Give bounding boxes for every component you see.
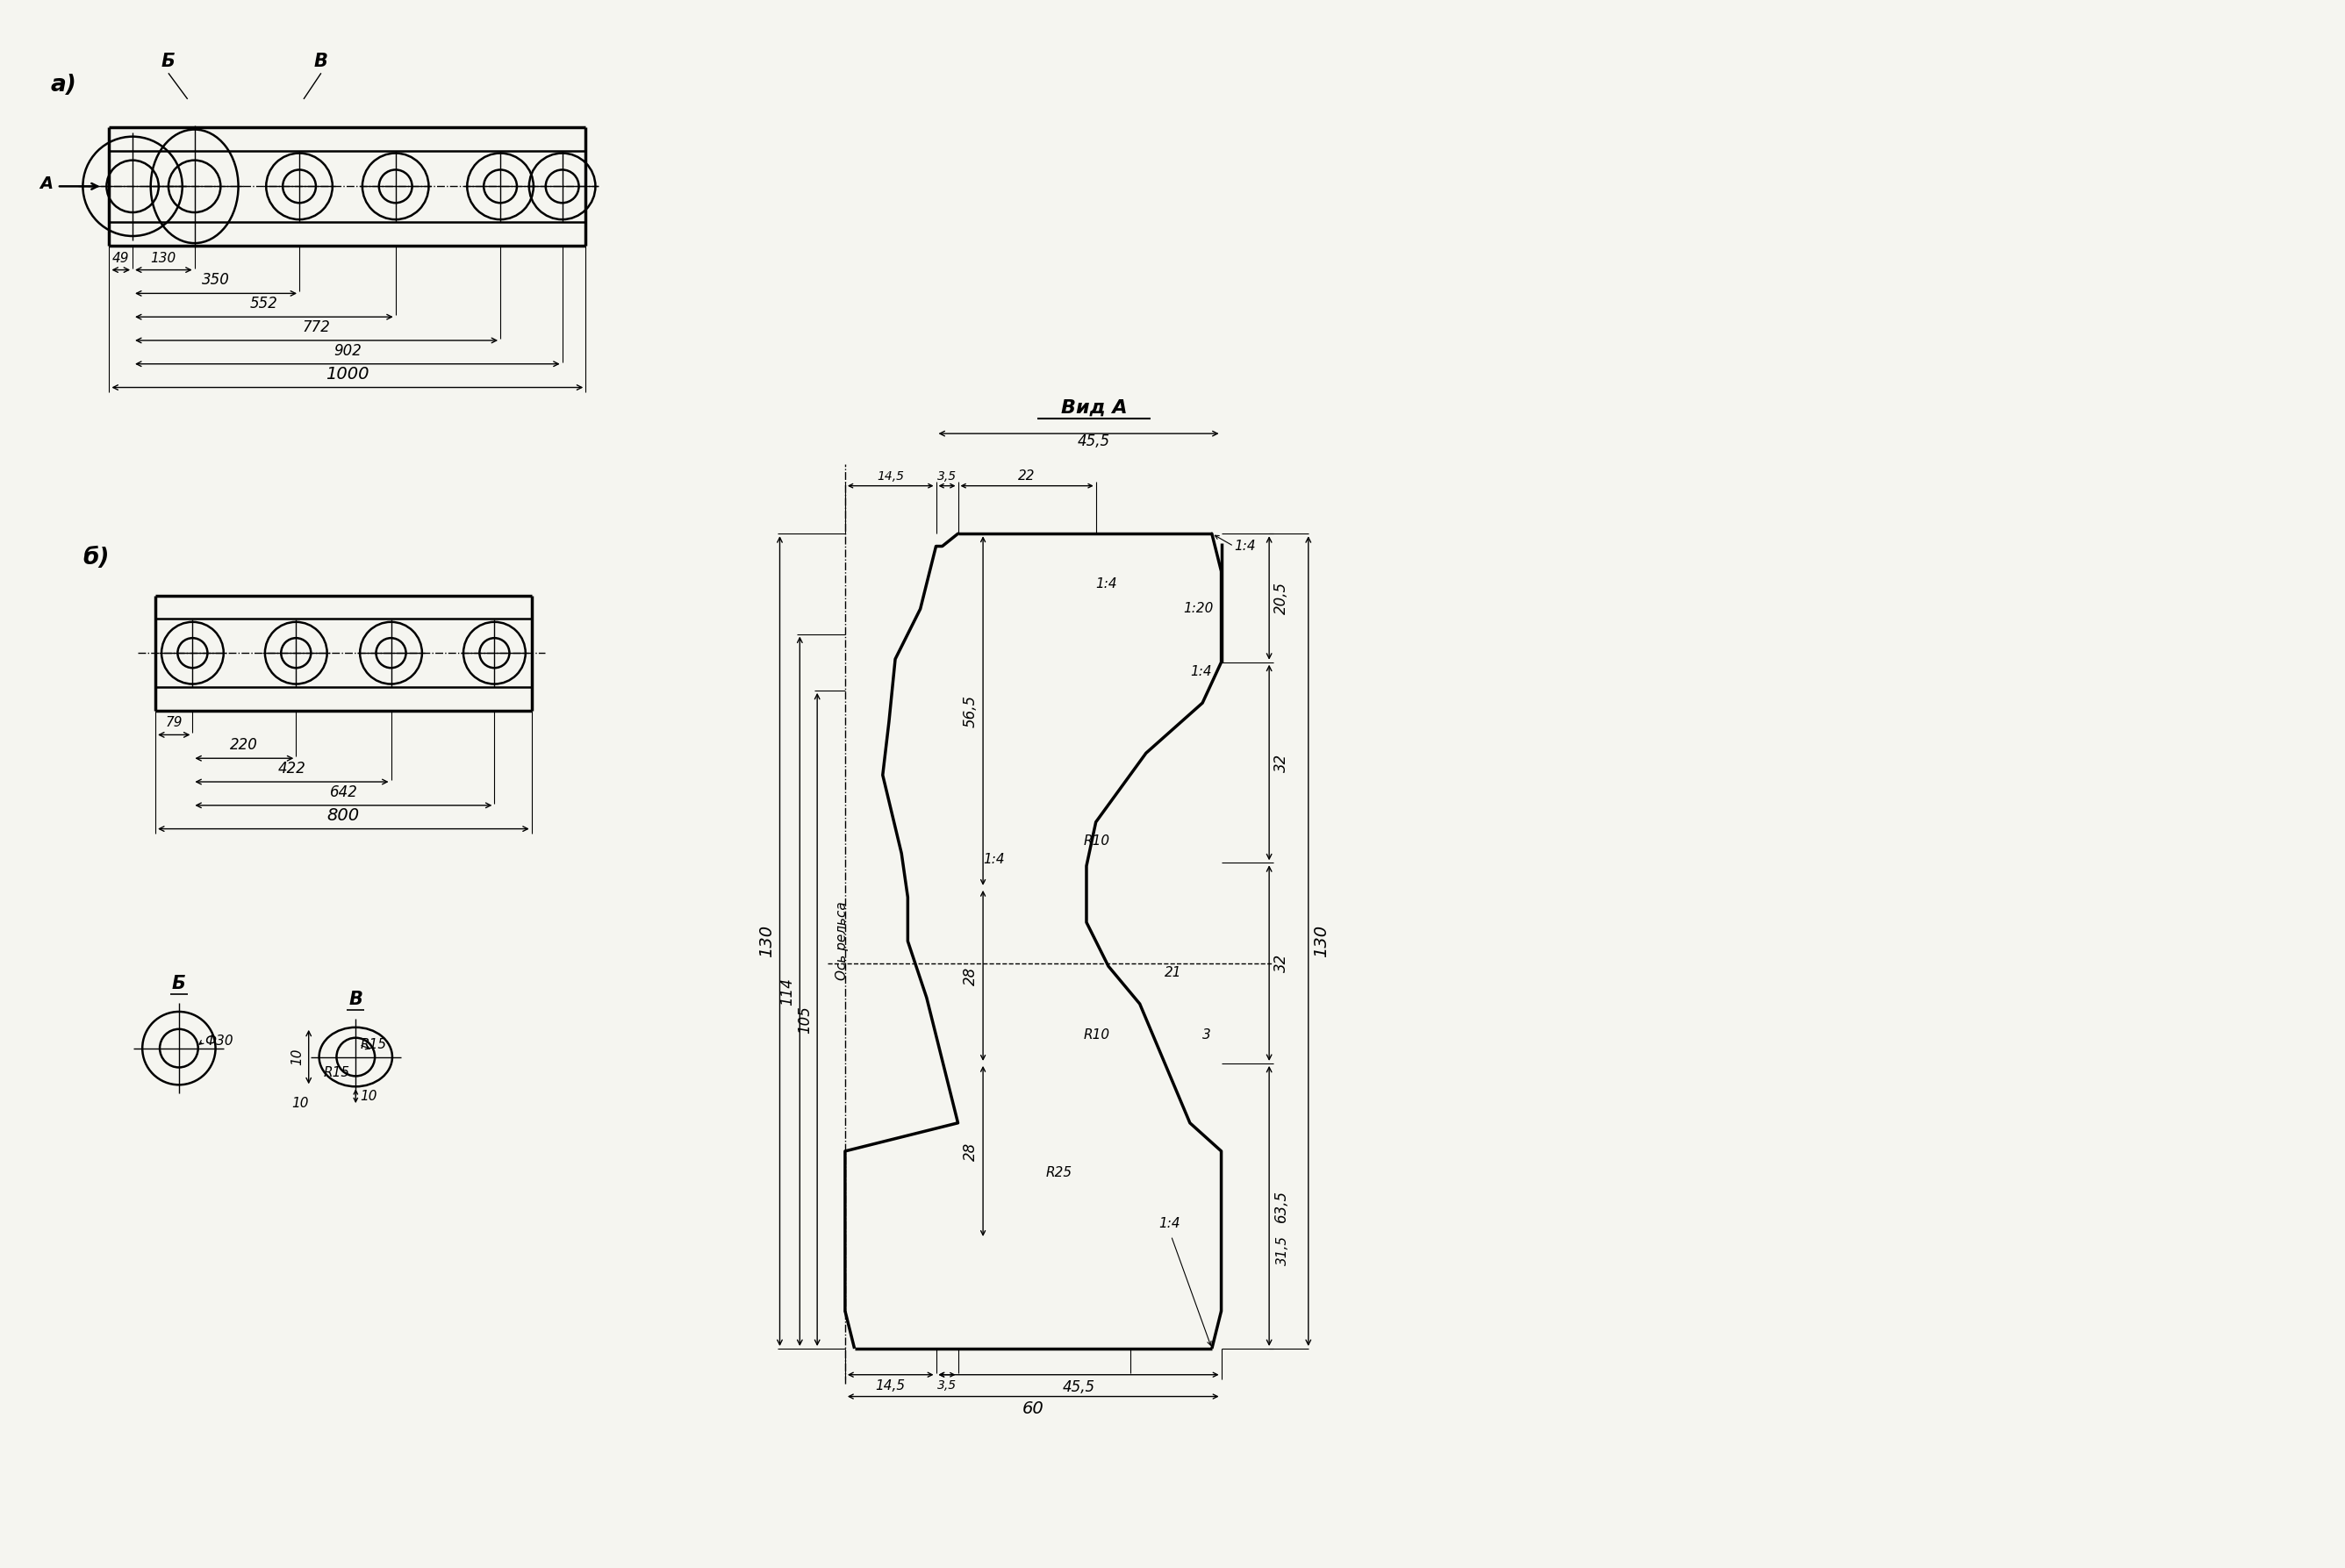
Text: Ось рельса: Ось рельса — [835, 902, 849, 980]
Text: А: А — [40, 176, 52, 191]
Text: 21: 21 — [1165, 966, 1182, 978]
Text: В: В — [314, 53, 328, 71]
Text: 642: 642 — [331, 784, 356, 800]
Text: 28: 28 — [964, 1142, 978, 1160]
Text: 3,5: 3,5 — [938, 1380, 957, 1391]
Text: 350: 350 — [202, 273, 230, 289]
Text: 20,5: 20,5 — [1273, 582, 1290, 615]
Text: R10: R10 — [1083, 834, 1109, 847]
Text: 31,5: 31,5 — [1276, 1236, 1290, 1265]
Text: 10: 10 — [291, 1098, 310, 1110]
Text: 902: 902 — [333, 343, 361, 359]
Text: 105: 105 — [797, 1005, 814, 1033]
Text: 1:4: 1:4 — [1095, 577, 1119, 591]
Text: 1:20: 1:20 — [1184, 602, 1215, 616]
Text: R15: R15 — [361, 1038, 387, 1051]
Text: Б: Б — [162, 53, 176, 71]
Text: R25: R25 — [1046, 1167, 1072, 1179]
Text: 114: 114 — [779, 977, 795, 1005]
Text: 60: 60 — [1022, 1400, 1044, 1417]
Text: 49: 49 — [113, 251, 129, 265]
Text: 3: 3 — [1203, 1029, 1210, 1041]
Text: Б: Б — [171, 975, 185, 993]
Text: б): б) — [82, 547, 110, 569]
Text: 1000: 1000 — [326, 365, 368, 383]
Text: 3,5: 3,5 — [938, 470, 957, 483]
Text: 22: 22 — [1018, 469, 1036, 483]
Text: 79: 79 — [166, 717, 183, 729]
Text: 10: 10 — [361, 1090, 378, 1102]
Text: 772: 772 — [303, 320, 331, 336]
Text: 63,5: 63,5 — [1273, 1190, 1290, 1223]
Text: R15: R15 — [324, 1066, 349, 1079]
Text: 1:4: 1:4 — [1189, 665, 1212, 679]
Text: 28: 28 — [964, 966, 978, 985]
Text: 14,5: 14,5 — [877, 470, 905, 483]
Text: а): а) — [52, 74, 77, 97]
Text: 14,5: 14,5 — [875, 1380, 905, 1392]
Text: Вид А: Вид А — [1060, 398, 1128, 416]
Text: 552: 552 — [251, 296, 279, 312]
Text: 32: 32 — [1273, 953, 1290, 972]
Text: 220: 220 — [230, 737, 258, 753]
Text: 1:4: 1:4 — [983, 853, 1004, 866]
Text: 130: 130 — [760, 925, 776, 958]
Text: 422: 422 — [277, 760, 305, 776]
Text: 45,5: 45,5 — [1062, 1380, 1095, 1396]
Text: 800: 800 — [328, 808, 359, 823]
Text: 10: 10 — [291, 1049, 305, 1066]
Text: В: В — [349, 991, 363, 1008]
Text: 56,5: 56,5 — [964, 695, 978, 728]
Text: 130: 130 — [1313, 925, 1330, 958]
Text: R10: R10 — [1083, 1029, 1109, 1041]
Text: 45,5: 45,5 — [1079, 434, 1112, 450]
Text: 32: 32 — [1273, 753, 1290, 771]
Text: 130: 130 — [150, 251, 176, 265]
Text: 1:4: 1:4 — [1233, 539, 1255, 554]
Text: 1:4: 1:4 — [1158, 1217, 1180, 1229]
Text: Ф30: Ф30 — [204, 1035, 234, 1047]
